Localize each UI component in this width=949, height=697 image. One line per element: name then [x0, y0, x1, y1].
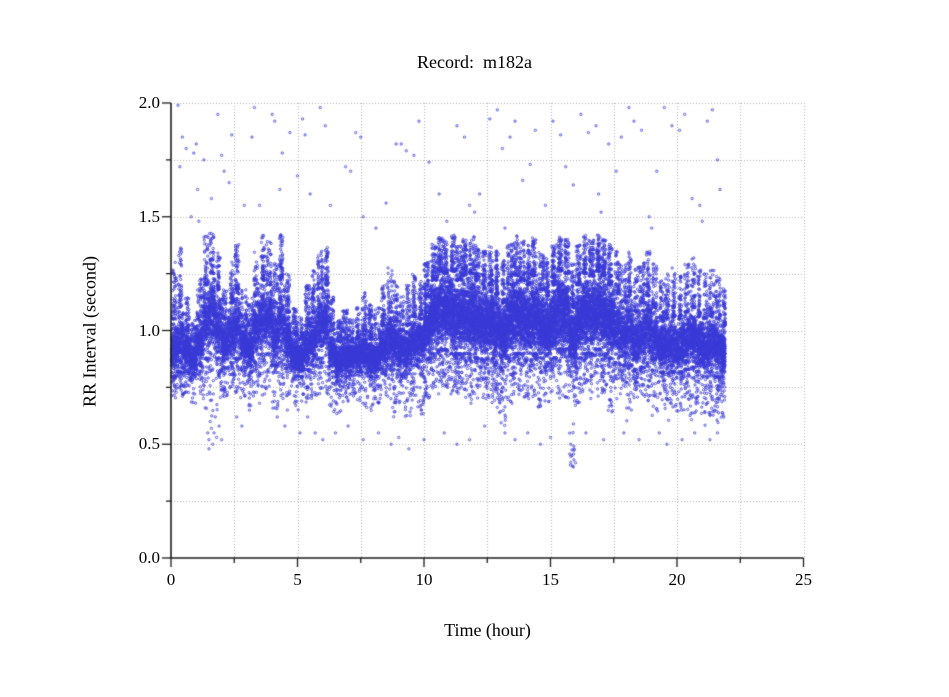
x-tick-label: 15: [542, 570, 559, 589]
x-tick-label: 10: [415, 570, 433, 589]
x-tick-label: 20: [668, 570, 686, 589]
y-tick-label: 2.0: [138, 93, 160, 112]
y-tick-label: 1.5: [138, 206, 160, 226]
x-axis-label: Time (hour): [444, 620, 531, 640]
x-tick-label: 5: [293, 570, 302, 589]
y-tick-label: 0.0: [138, 548, 160, 567]
y-axis-label: RR Interval (second): [79, 256, 100, 407]
y-tick-label: 0.5: [138, 434, 160, 454]
x-tick-label: 25: [795, 570, 812, 589]
y-tick-label: 1.0: [138, 320, 160, 340]
x-tick-label: 0: [166, 570, 176, 589]
